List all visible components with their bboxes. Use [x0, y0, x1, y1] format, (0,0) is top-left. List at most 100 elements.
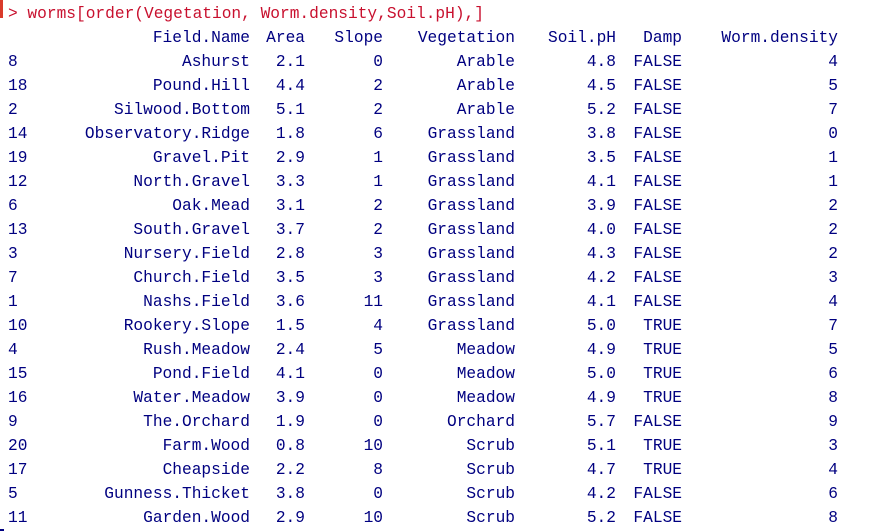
cell-vegetation: Scrub: [466, 461, 515, 479]
cell-area: 1.9: [275, 413, 305, 431]
cell-slope: 4: [373, 317, 383, 335]
cell-soil-ph: 4.7: [586, 461, 616, 479]
cell-worm-density: 5: [828, 341, 838, 359]
cell-damp: FALSE: [633, 269, 682, 287]
cell-soil-ph: 4.8: [586, 53, 616, 71]
row-id: 6: [8, 197, 18, 215]
row-id: 1: [8, 293, 18, 311]
cell-vegetation: Grassland: [427, 197, 515, 215]
cell-area: 2.9: [275, 149, 305, 167]
cell-area: 3.1: [275, 197, 305, 215]
row-id: 17: [8, 461, 28, 479]
cell-worm-density: 4: [828, 53, 838, 71]
cell-field-name: Rookery.Slope: [123, 317, 250, 335]
cell-damp: TRUE: [643, 389, 682, 407]
cell-field-name: Pound.Hill: [152, 77, 250, 95]
cell-slope: 3: [373, 269, 383, 287]
cell-worm-density: 6: [828, 485, 838, 503]
cell-damp: FALSE: [633, 125, 682, 143]
cell-slope: 2: [373, 197, 383, 215]
cell-soil-ph: 5.7: [586, 413, 616, 431]
cell-damp: FALSE: [633, 245, 682, 263]
cell-area: 5.1: [275, 101, 305, 119]
cell-worm-density: 0: [828, 125, 838, 143]
cell-area: 2.9: [275, 509, 305, 527]
cell-area: 4.1: [275, 365, 305, 383]
header-slope: Slope: [334, 29, 383, 47]
cell-vegetation: Grassland: [427, 293, 515, 311]
cell-damp: FALSE: [633, 173, 682, 191]
cell-worm-density: 4: [828, 461, 838, 479]
cell-vegetation: Grassland: [427, 245, 515, 263]
cell-area: 3.7: [275, 221, 305, 239]
cell-worm-density: 7: [828, 317, 838, 335]
cell-soil-ph: 4.1: [586, 293, 616, 311]
row-id: 2: [8, 101, 18, 119]
cell-damp: FALSE: [633, 413, 682, 431]
row-id: 13: [8, 221, 28, 239]
cell-slope: 10: [363, 509, 383, 527]
cell-field-name: Cheapside: [162, 461, 250, 479]
cell-worm-density: 6: [828, 365, 838, 383]
cell-field-name: Nashs.Field: [143, 293, 250, 311]
cell-damp: FALSE: [633, 293, 682, 311]
cell-slope: 5: [373, 341, 383, 359]
cell-slope: 2: [373, 221, 383, 239]
cell-soil-ph: 3.9: [586, 197, 616, 215]
row-id: 4: [8, 341, 18, 359]
cell-vegetation: Grassland: [427, 173, 515, 191]
cell-slope: 8: [373, 461, 383, 479]
cell-slope: 0: [373, 485, 383, 503]
cell-vegetation: Arable: [456, 101, 515, 119]
header-soil-ph: Soil.pH: [548, 29, 616, 47]
cell-soil-ph: 5.2: [586, 509, 616, 527]
cell-field-name: Nursery.Field: [123, 245, 250, 263]
cell-damp: TRUE: [643, 461, 682, 479]
header-damp: Damp: [643, 29, 682, 47]
cell-vegetation: Scrub: [466, 509, 515, 527]
cell-field-name: Gravel.Pit: [152, 149, 250, 167]
cell-damp: TRUE: [643, 317, 682, 335]
row-id: 16: [8, 389, 28, 407]
cell-slope: 2: [373, 77, 383, 95]
cell-soil-ph: 4.9: [586, 341, 616, 359]
row-id: 10: [8, 317, 28, 335]
cell-worm-density: 3: [828, 269, 838, 287]
cell-slope: 0: [373, 413, 383, 431]
cell-damp: FALSE: [633, 77, 682, 95]
cell-worm-density: 8: [828, 389, 838, 407]
cell-damp: TRUE: [643, 365, 682, 383]
row-id: 7: [8, 269, 18, 287]
cell-worm-density: 9: [828, 413, 838, 431]
row-id: 11: [8, 509, 28, 527]
cell-slope: 3: [373, 245, 383, 263]
cell-worm-density: 4: [828, 293, 838, 311]
cell-vegetation: Scrub: [466, 437, 515, 455]
cell-vegetation: Grassland: [427, 221, 515, 239]
cell-vegetation: Meadow: [456, 389, 515, 407]
cell-vegetation: Arable: [456, 53, 515, 71]
cell-field-name: Ashurst: [182, 53, 250, 71]
row-id: 8: [8, 53, 18, 71]
cell-worm-density: 8: [828, 509, 838, 527]
cell-worm-density: 1: [828, 173, 838, 191]
cell-vegetation: Meadow: [456, 365, 515, 383]
row-id: 18: [8, 77, 28, 95]
cell-soil-ph: 4.9: [586, 389, 616, 407]
row-id: 19: [8, 149, 28, 167]
cell-vegetation: Grassland: [427, 269, 515, 287]
cell-area: 2.8: [275, 245, 305, 263]
row-id: 9: [8, 413, 18, 431]
cell-vegetation: Grassland: [427, 149, 515, 167]
header-worm-density: Worm.density: [721, 29, 838, 47]
cell-damp: FALSE: [633, 485, 682, 503]
cell-worm-density: 2: [828, 221, 838, 239]
cell-damp: FALSE: [633, 101, 682, 119]
cell-area: 4.4: [275, 77, 305, 95]
cell-field-name: Gunness.Thicket: [104, 485, 250, 503]
cell-area: 2.4: [275, 341, 305, 359]
cell-field-name: South.Gravel: [133, 221, 250, 239]
cell-slope: 2: [373, 101, 383, 119]
cell-slope: 0: [373, 365, 383, 383]
